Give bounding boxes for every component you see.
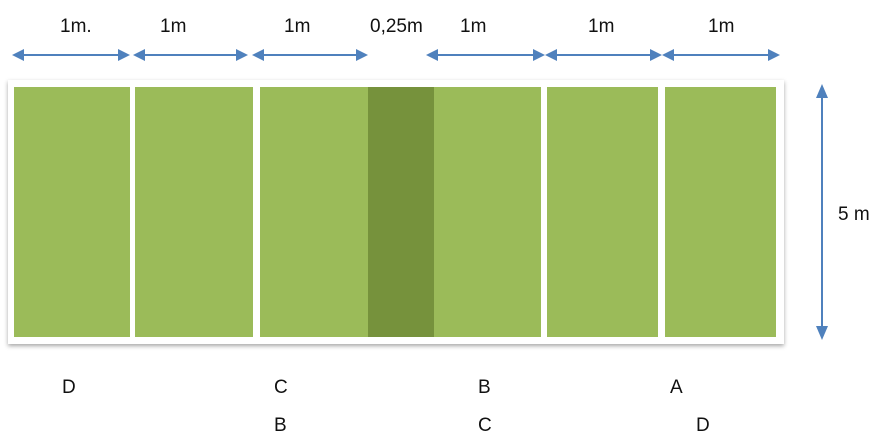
row1-letter-1: D [62, 377, 76, 398]
width-arrow-1 [12, 49, 130, 61]
width-label-5: 1m [588, 16, 615, 37]
row2-letter-1: B [274, 415, 287, 436]
row1-letter-4: A [670, 377, 683, 398]
width-arrow-3 [252, 49, 368, 61]
width-arrow-4 [426, 49, 545, 61]
row1-letter-3: B [478, 377, 491, 398]
path-strip [368, 87, 434, 337]
width-arrow-6 [662, 49, 780, 61]
bed-1 [14, 87, 130, 337]
height-arrow [816, 84, 828, 340]
width-arrow-2 [133, 49, 248, 61]
bed-5 [547, 87, 658, 337]
width-label-path: 0,25m [370, 16, 423, 37]
width-label-2: 1m [160, 16, 187, 37]
bed-6 [665, 87, 776, 337]
width-arrow-5 [545, 49, 662, 61]
bed-3 [260, 87, 368, 337]
width-label-1: 1m. [60, 16, 92, 37]
width-label-4: 1m [460, 16, 487, 37]
width-label-6: 1m [708, 16, 735, 37]
bed-4 [434, 87, 541, 337]
row1-letter-2: C [274, 377, 288, 398]
height-label: 5 m [838, 204, 870, 225]
bed-2 [135, 87, 253, 337]
row2-letter-2: C [478, 415, 492, 436]
row2-letter-3: D [696, 415, 710, 436]
width-label-3: 1m [284, 16, 311, 37]
